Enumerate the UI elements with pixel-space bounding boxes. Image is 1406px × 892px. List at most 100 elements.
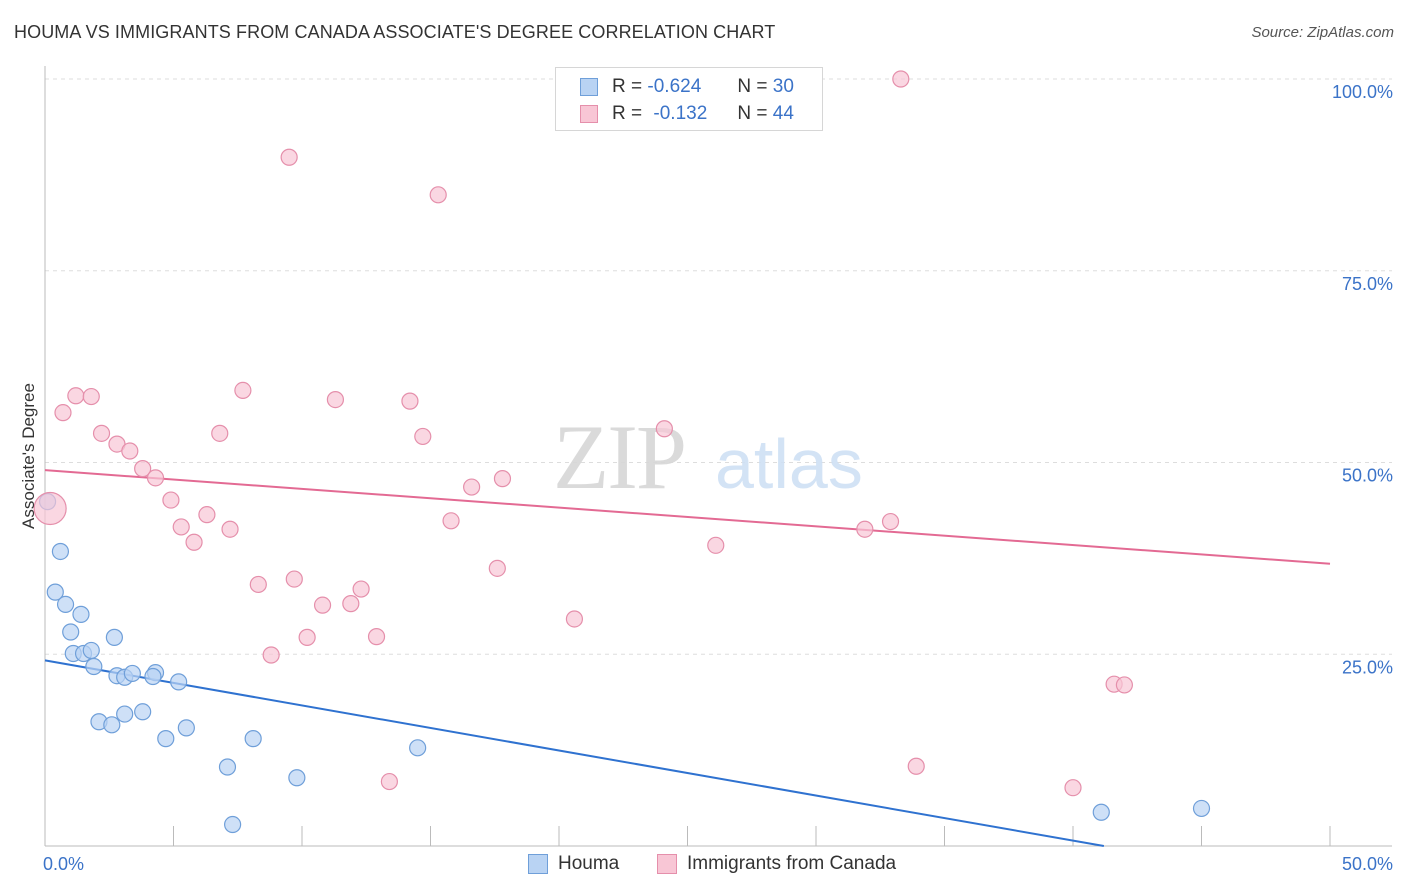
point-1-27 bbox=[401, 392, 419, 410]
point-0-13 bbox=[123, 664, 141, 683]
point-1-41 bbox=[1064, 779, 1082, 797]
legend-item-canada: Immigrants from Canada bbox=[657, 852, 896, 876]
houma-legend-swatch bbox=[528, 854, 548, 874]
legend-item-houma: Houma bbox=[528, 852, 619, 876]
stats-row-canada: R = -0.132 N = 44 bbox=[580, 103, 794, 125]
y-tick-label-3: 100.0% bbox=[1332, 82, 1393, 102]
y-tick-label-2: 75.0% bbox=[1342, 274, 1393, 294]
n-label: N = bbox=[737, 76, 768, 97]
point-0-2 bbox=[46, 583, 64, 601]
point-0-19 bbox=[116, 705, 134, 723]
point-1-2 bbox=[67, 387, 85, 405]
point-0-18 bbox=[103, 716, 121, 734]
point-0-5 bbox=[62, 623, 80, 641]
point-0-4 bbox=[72, 605, 90, 623]
point-1-6 bbox=[121, 442, 139, 460]
point-1-12 bbox=[198, 506, 216, 524]
canada-swatch bbox=[580, 105, 598, 123]
point-0-9 bbox=[85, 657, 103, 676]
grid-lines bbox=[45, 78, 1392, 655]
data-points bbox=[33, 70, 1211, 834]
point-0-21 bbox=[157, 730, 175, 748]
point-0-8 bbox=[82, 641, 100, 660]
n-value: 44 bbox=[772, 103, 794, 124]
canada-legend-swatch bbox=[657, 854, 677, 874]
chart-title: HOUMA VS IMMIGRANTS FROM CANADA ASSOCIAT… bbox=[14, 22, 776, 42]
source-label: Source: ZipAtlas.com bbox=[1251, 24, 1394, 41]
point-0-24 bbox=[244, 730, 262, 748]
point-1-24 bbox=[352, 580, 370, 598]
point-1-10 bbox=[172, 518, 190, 536]
point-1-30 bbox=[442, 512, 460, 530]
point-1-36 bbox=[707, 536, 725, 554]
point-1-28 bbox=[414, 427, 432, 446]
legend-label-houma: Houma bbox=[558, 853, 620, 874]
point-1-1 bbox=[54, 404, 72, 422]
point-1-37 bbox=[856, 520, 874, 538]
point-0-3 bbox=[56, 595, 75, 613]
x-tick-label-max: 50.0% bbox=[1342, 854, 1393, 874]
point-0-29 bbox=[1192, 799, 1211, 818]
point-1-15 bbox=[234, 381, 252, 400]
point-1-31 bbox=[463, 478, 481, 496]
point-0-23 bbox=[218, 758, 237, 776]
trend-line-1 bbox=[44, 469, 1331, 565]
point-1-9 bbox=[162, 491, 180, 509]
point-1-35 bbox=[655, 420, 673, 438]
y-tick-label-1: 50.0% bbox=[1342, 466, 1393, 486]
r-value: -0.132 bbox=[653, 103, 708, 124]
point-1-40 bbox=[907, 757, 925, 775]
watermark-atlas: atlas bbox=[715, 425, 863, 503]
point-1-3 bbox=[82, 387, 100, 406]
r-label: R = bbox=[612, 103, 643, 124]
point-1-19 bbox=[285, 570, 303, 588]
point-1-17 bbox=[262, 646, 280, 664]
point-1-13 bbox=[211, 424, 229, 442]
point-1-18 bbox=[280, 148, 298, 166]
n-value: 30 bbox=[772, 76, 794, 97]
point-1-20 bbox=[298, 628, 316, 646]
point-1-38 bbox=[881, 512, 900, 531]
point-1-16 bbox=[249, 575, 267, 594]
point-1-7 bbox=[134, 460, 152, 478]
point-1-26 bbox=[380, 772, 398, 791]
houma-swatch bbox=[580, 78, 598, 96]
point-1-32 bbox=[488, 559, 506, 577]
point-1-23 bbox=[342, 595, 360, 613]
point-1-34 bbox=[565, 610, 584, 628]
legend-label-canada: Immigrants from Canada bbox=[687, 853, 897, 874]
point-1-33 bbox=[493, 470, 512, 488]
stats-legend: R = -0.624 N = 30 R = -0.132 N = 44 bbox=[555, 67, 823, 131]
point-1-22 bbox=[326, 391, 345, 409]
trend-lines bbox=[44, 469, 1331, 847]
stats-row-houma: R = -0.624 N = 30 bbox=[580, 76, 794, 98]
point-0-10 bbox=[105, 628, 123, 646]
point-1-0 bbox=[33, 491, 67, 526]
point-1-25 bbox=[367, 628, 386, 646]
point-0-1 bbox=[51, 542, 70, 561]
point-0-15 bbox=[144, 667, 162, 686]
point-1-43 bbox=[1115, 676, 1134, 694]
point-0-26 bbox=[409, 739, 427, 757]
point-0-28 bbox=[1092, 803, 1110, 821]
n-label: N = bbox=[737, 103, 768, 124]
point-1-4 bbox=[92, 424, 111, 442]
point-1-29 bbox=[429, 186, 447, 204]
point-1-21 bbox=[313, 596, 332, 614]
point-1-14 bbox=[221, 520, 239, 538]
y-tick-label-0: 25.0% bbox=[1342, 657, 1393, 677]
point-1-39 bbox=[892, 70, 910, 88]
point-0-27 bbox=[224, 815, 242, 834]
point-0-22 bbox=[177, 719, 195, 737]
point-0-16 bbox=[170, 673, 188, 691]
point-1-8 bbox=[146, 469, 165, 487]
tick-labels: 25.0% 50.0% 75.0% 100.0% 0.0% 50.0% bbox=[43, 82, 1393, 874]
y-axis-label: Associate's Degree bbox=[19, 383, 38, 529]
trend-line-0 bbox=[44, 659, 1105, 847]
point-0-20 bbox=[134, 703, 152, 721]
point-0-25 bbox=[288, 769, 306, 787]
r-label: R = bbox=[612, 76, 643, 97]
r-value: -0.624 bbox=[647, 76, 702, 97]
x-tick-label-min: 0.0% bbox=[43, 854, 84, 874]
